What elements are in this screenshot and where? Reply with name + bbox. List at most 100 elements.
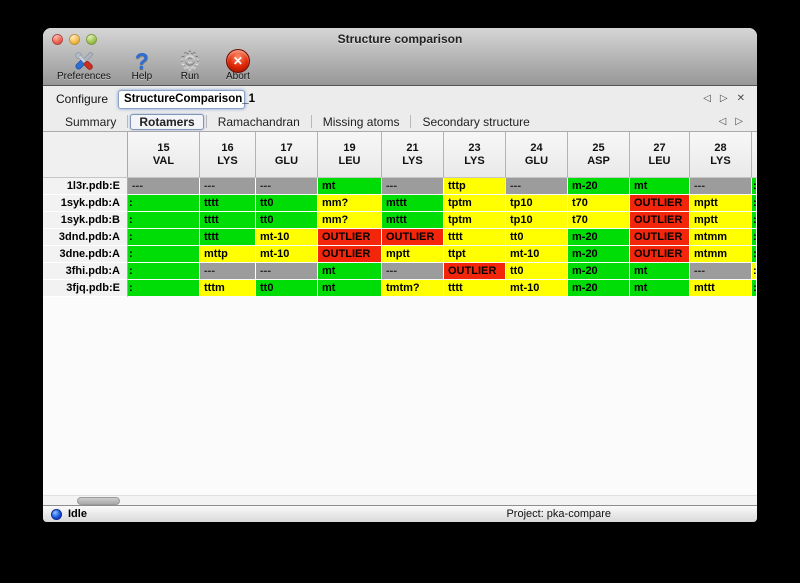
- rotamer-cell[interactable]: mt-10: [506, 246, 568, 263]
- column-header-25[interactable]: 25 ASP: [568, 132, 630, 177]
- rotamer-cell[interactable]: tttt: [200, 195, 256, 212]
- back-arrow-icon[interactable]: ◁: [703, 93, 711, 104]
- column-header-28[interactable]: 28 LYS: [690, 132, 752, 177]
- rotamer-cell[interactable]: tt0: [256, 280, 318, 297]
- rotamer-cell[interactable]: tttt: [200, 229, 256, 246]
- rotamer-cell[interactable]: m-20: [568, 229, 630, 246]
- rotamer-cell[interactable]: ---: [256, 263, 318, 280]
- rotamer-cell[interactable]: mt: [318, 178, 382, 195]
- rotamer-cell-partial[interactable]: :: [752, 246, 756, 263]
- row-label[interactable]: 3fhi.pdb:A: [43, 263, 128, 280]
- rotamer-cell-partial[interactable]: :: [752, 280, 756, 297]
- column-header-17[interactable]: 17 GLU: [256, 132, 318, 177]
- rotamer-cell[interactable]: OUTLIER: [630, 229, 690, 246]
- run-button[interactable]: ⚙ Run: [173, 49, 207, 82]
- row-label[interactable]: 1l3r.pdb:E: [43, 178, 128, 195]
- tab-missing-atoms[interactable]: Missing atoms: [322, 114, 400, 129]
- rotamer-cell[interactable]: m-20: [568, 178, 630, 195]
- horizontal-scrollbar[interactable]: [43, 495, 757, 505]
- scrollbar-thumb[interactable]: [77, 497, 120, 505]
- rotamer-cell[interactable]: OUTLIER: [630, 212, 690, 229]
- rotamer-cell[interactable]: :: [128, 280, 200, 297]
- rotamer-cell[interactable]: OUTLIER: [318, 229, 382, 246]
- rotamer-cell[interactable]: mt: [318, 280, 382, 297]
- rotamer-cell[interactable]: :: [128, 263, 200, 280]
- column-header-23[interactable]: 23 LYS: [444, 132, 506, 177]
- rotamer-cell[interactable]: mptt: [690, 195, 752, 212]
- close-button[interactable]: [52, 34, 63, 45]
- rotamer-cell-partial[interactable]: :: [752, 212, 756, 229]
- rotamer-cell[interactable]: ---: [382, 178, 444, 195]
- rotamer-cell[interactable]: m-20: [568, 263, 630, 280]
- rotamer-cell[interactable]: OUTLIER: [630, 195, 690, 212]
- rotamer-cell[interactable]: t70: [568, 212, 630, 229]
- column-header-19[interactable]: 19 LEU: [318, 132, 382, 177]
- rotamer-cell[interactable]: mttt: [382, 195, 444, 212]
- rotamer-cell[interactable]: mm?: [318, 195, 382, 212]
- rotamer-cell[interactable]: mt: [630, 263, 690, 280]
- rotamer-cell[interactable]: OUTLIER: [630, 246, 690, 263]
- rotamer-cell[interactable]: tt0: [256, 195, 318, 212]
- rotamer-cell[interactable]: ---: [690, 263, 752, 280]
- column-header-16[interactable]: 16 LYS: [200, 132, 256, 177]
- row-label[interactable]: 3fjq.pdb:E: [43, 280, 128, 297]
- rotamer-cell-partial[interactable]: :: [752, 229, 756, 246]
- abort-button[interactable]: ✕ Abort: [221, 49, 255, 82]
- row-label[interactable]: 1syk.pdb:B: [43, 212, 128, 229]
- rotamer-cell[interactable]: mttt: [382, 212, 444, 229]
- rotamer-cell[interactable]: OUTLIER: [318, 246, 382, 263]
- tab-summary[interactable]: Summary: [65, 114, 117, 129]
- row-label[interactable]: 3dnd.pdb:A: [43, 229, 128, 246]
- rotamer-cell[interactable]: mptt: [382, 246, 444, 263]
- column-header-27[interactable]: 27 LEU: [630, 132, 690, 177]
- rotamer-cell[interactable]: mtmm: [690, 229, 752, 246]
- help-button[interactable]: ? Help: [125, 49, 159, 82]
- rotamer-cell[interactable]: tptm: [444, 195, 506, 212]
- rotamer-cell[interactable]: m-20: [568, 246, 630, 263]
- rotamer-cell[interactable]: tttp: [444, 178, 506, 195]
- rotamer-cell[interactable]: tttt: [444, 229, 506, 246]
- rotamer-cell[interactable]: mt: [318, 263, 382, 280]
- rotamer-cell[interactable]: :: [128, 195, 200, 212]
- minimize-button[interactable]: [69, 34, 80, 45]
- back-arrow-icon[interactable]: ◁: [718, 115, 727, 127]
- rotamer-cell[interactable]: tptm: [444, 212, 506, 229]
- rotamer-cell[interactable]: t70: [568, 195, 630, 212]
- rotamer-cell[interactable]: tttt: [444, 280, 506, 297]
- column-header-24[interactable]: 24 GLU: [506, 132, 568, 177]
- rotamer-cell[interactable]: mt: [630, 280, 690, 297]
- rotamer-cell[interactable]: tp10: [506, 212, 568, 229]
- configure-input[interactable]: StructureComparison_1: [118, 89, 255, 109]
- column-header-21[interactable]: 21 LYS: [382, 132, 444, 177]
- rotamer-cell[interactable]: m-20: [568, 280, 630, 297]
- rotamer-cell[interactable]: tp10: [506, 195, 568, 212]
- tab-ramachandran[interactable]: Ramachandran: [217, 114, 300, 129]
- row-label[interactable]: 3dne.pdb:A: [43, 246, 128, 263]
- rotamer-cell[interactable]: mt: [630, 178, 690, 195]
- rotamer-cell[interactable]: mt-10: [506, 280, 568, 297]
- rotamer-cell[interactable]: ---: [506, 178, 568, 195]
- rotamer-cell[interactable]: OUTLIER: [444, 263, 506, 280]
- rotamer-cell[interactable]: OUTLIER: [382, 229, 444, 246]
- preferences-button[interactable]: Preferences: [57, 49, 111, 82]
- rotamer-cell-partial[interactable]: :: [752, 178, 756, 195]
- tab-secondary-structure[interactable]: Secondary structure: [422, 114, 530, 129]
- rotamer-cell[interactable]: tt0: [256, 212, 318, 229]
- forward-arrow-icon[interactable]: ▷: [735, 115, 743, 127]
- rotamer-cell[interactable]: mm?: [318, 212, 382, 229]
- rotamer-cell[interactable]: tmtm?: [382, 280, 444, 297]
- rotamer-cell[interactable]: mttp: [200, 246, 256, 263]
- rotamer-cell[interactable]: tt0: [506, 229, 568, 246]
- rotamer-cell[interactable]: :: [128, 212, 200, 229]
- rotamer-cell[interactable]: ---: [200, 178, 256, 195]
- tab-rotamers[interactable]: Rotamers: [130, 113, 204, 130]
- rotamer-cell[interactable]: ---: [128, 178, 200, 195]
- rotamer-cell[interactable]: mptt: [690, 212, 752, 229]
- rotamer-cell[interactable]: mttt: [690, 280, 752, 297]
- close-x-icon[interactable]: ✕: [736, 93, 745, 104]
- rotamer-cell[interactable]: :: [128, 246, 200, 263]
- rotamer-cell[interactable]: ---: [382, 263, 444, 280]
- zoom-button[interactable]: [86, 34, 97, 45]
- column-header-15[interactable]: 15 VAL: [128, 132, 200, 177]
- rotamer-cell[interactable]: tttm: [200, 280, 256, 297]
